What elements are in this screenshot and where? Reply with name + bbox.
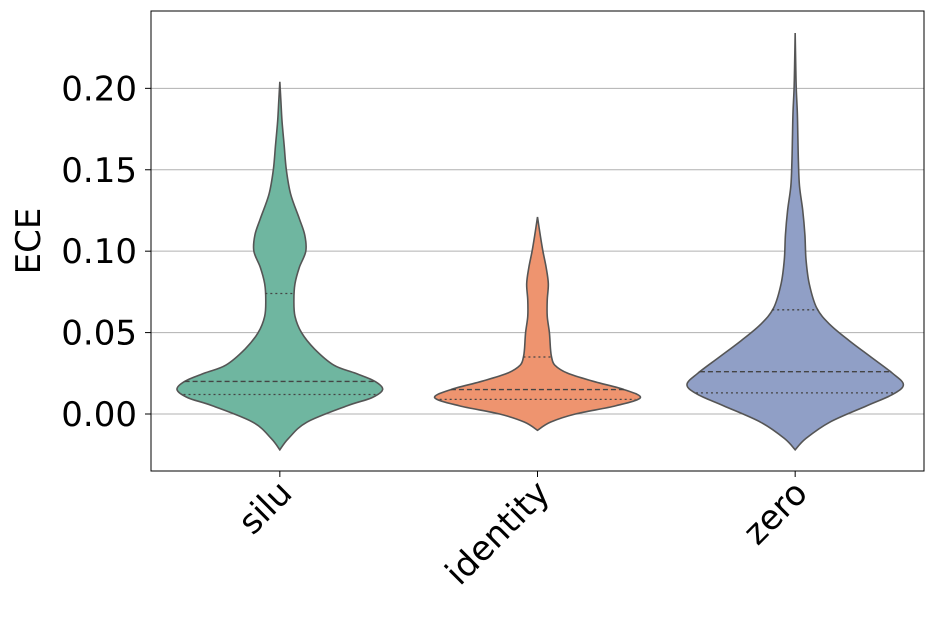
x-tick-label-silu: silu <box>231 473 300 542</box>
x-axis-ticks: silu identity zero <box>231 471 816 593</box>
y-tick-label: 0.10 <box>61 232 137 272</box>
violin-zero <box>686 32 905 451</box>
violin-identity <box>433 216 642 432</box>
y-axis-label: ECE <box>9 208 49 275</box>
violin-silu <box>176 81 384 452</box>
x-tick-label-zero: zero <box>736 473 816 553</box>
violin-body-zero <box>686 32 905 451</box>
y-tick-label: 0.00 <box>61 395 137 435</box>
y-tick-label: 0.15 <box>61 151 137 191</box>
violins <box>176 32 905 452</box>
y-tick-label: 0.05 <box>61 314 137 354</box>
y-tick-label: 0.20 <box>61 69 137 109</box>
violin-body-identity <box>433 216 642 432</box>
violin-body-silu <box>176 81 384 452</box>
x-tick-label-identity: identity <box>438 473 558 593</box>
y-axis-ticks: 0.00 0.05 0.10 0.15 0.20 <box>61 69 151 435</box>
